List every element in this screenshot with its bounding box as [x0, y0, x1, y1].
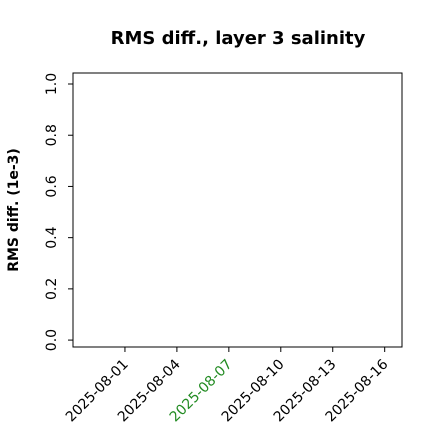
y-tick-label: 0.8 — [44, 124, 60, 146]
y-tick-label: 0.2 — [44, 278, 60, 300]
chart-title: RMS diff., layer 3 salinity — [111, 28, 366, 49]
y-tick-label: 1.0 — [44, 73, 60, 95]
y-tick-label: 0.6 — [44, 175, 60, 197]
plot-frame — [72, 72, 403, 348]
y-tick-label: 0.4 — [44, 226, 60, 248]
y-tick-label: 0.0 — [44, 329, 60, 351]
y-axis-label: RMS diff. (1e-3) — [6, 148, 22, 272]
